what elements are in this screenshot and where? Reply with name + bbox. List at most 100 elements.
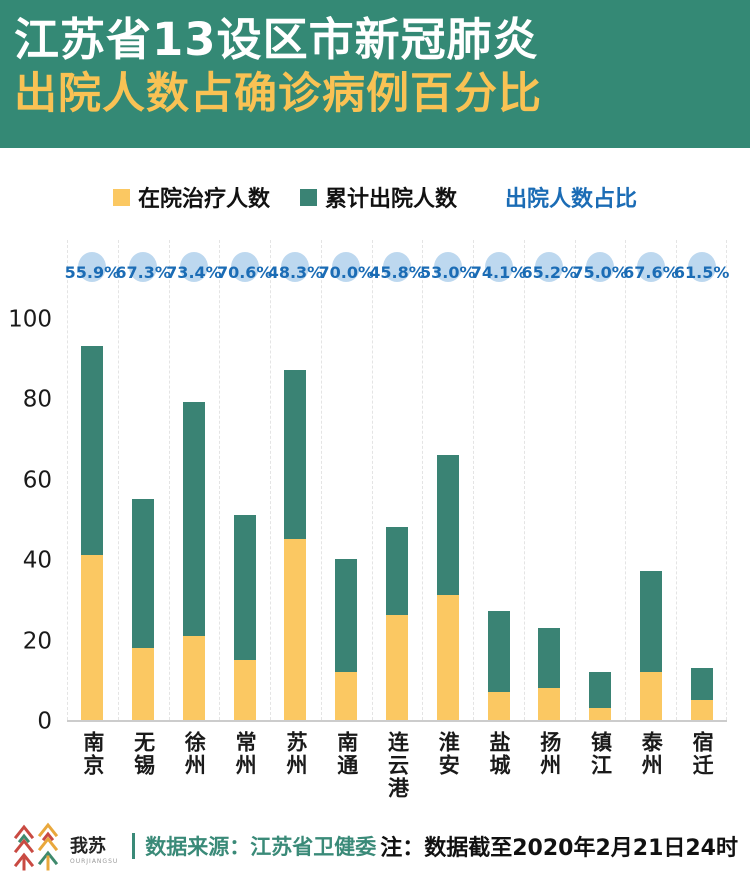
x-category-cell: 苏州 <box>270 731 321 811</box>
x-category-label: 南京 <box>80 731 105 777</box>
x-category-label: 淮安 <box>436 731 461 777</box>
inpatient-segment <box>639 671 662 720</box>
ratio-value-text: 70.6% <box>216 262 273 282</box>
vertical-gridline <box>371 240 373 720</box>
y-tick-label: 60 <box>22 467 52 494</box>
stacked-bar-12 <box>639 571 662 720</box>
legend-item-inpatient: 在院治疗人数 <box>112 181 270 213</box>
stacked-bar-7 <box>386 527 408 720</box>
x-category-label: 徐州 <box>182 731 207 777</box>
x-category-label: 镇江 <box>588 731 613 777</box>
inpatient-segment <box>386 615 408 720</box>
inpatient-segment <box>284 539 307 720</box>
x-category-label: 无锡 <box>131 731 156 777</box>
data-cutoff-note: 注：数据截至2020年2月21日24时 <box>380 836 738 861</box>
ratio-highlight-circle <box>636 252 665 282</box>
stacked-bar-2 <box>132 498 155 720</box>
inpatient-segment <box>182 635 205 720</box>
ratio-value-text: 75.0% <box>572 262 628 282</box>
ratio-value-text: 70.0% <box>318 262 374 282</box>
x-category-cell: 泰州 <box>625 731 676 811</box>
x-category-label: 盐城 <box>487 731 511 777</box>
chart-title-line2: 出院人数占确诊病例百分比 <box>14 68 542 119</box>
discharged-segment <box>589 671 612 708</box>
ratio-highlight-circle <box>433 252 462 282</box>
x-category-cell: 淮安 <box>422 731 473 811</box>
ratio-highlight-circle <box>281 252 310 282</box>
ratio-value-text: 53.0% <box>420 262 476 282</box>
ratio-highlight-circle <box>78 252 107 282</box>
x-category-label: 宿迁 <box>690 731 715 777</box>
inpatient-swatch-icon <box>112 188 130 206</box>
stacked-bar-9 <box>487 611 510 720</box>
vertical-gridline <box>625 240 627 720</box>
discharged-segment <box>81 346 104 556</box>
x-category-cell: 南通 <box>321 731 372 811</box>
stacked-bar-3 <box>182 402 205 720</box>
stacked-bar-10 <box>538 627 561 720</box>
x-category-label: 扬州 <box>537 731 562 777</box>
ratio-value-text: 55.9% <box>64 262 121 282</box>
x-category-label: 南通 <box>334 731 359 777</box>
inpatient-segment <box>487 691 510 720</box>
vertical-gridline <box>117 240 119 720</box>
oursu-logo: 我苏 OURJIANGSU <box>12 821 118 871</box>
logo-en-text: OURJIANGSU <box>70 858 119 865</box>
legend-item-discharged: 累计出院人数 <box>299 181 457 213</box>
header-banner: 江苏省13设区市新冠肺炎 出院人数占确诊病例百分比 <box>0 0 750 148</box>
stacked-bar-11 <box>589 671 612 720</box>
x-category-label: 泰州 <box>639 731 664 777</box>
vertical-gridline <box>67 240 68 720</box>
discharged-segment <box>639 571 662 672</box>
ratio-value-text: 48.3% <box>267 262 324 282</box>
vertical-gridline <box>726 240 727 720</box>
ratio-value-text: 74.1% <box>470 262 527 282</box>
ratio-highlight-circle <box>129 252 158 282</box>
x-category-cell: 常州 <box>219 731 270 811</box>
ratio-highlight-circle <box>230 252 259 282</box>
ratio-value-text: 61.5% <box>673 262 730 282</box>
inpatient-segment <box>589 707 612 720</box>
source-separator <box>132 833 136 859</box>
vertical-gridline <box>320 240 322 720</box>
stacked-bar-4 <box>233 514 256 720</box>
inpatient-segment <box>436 595 459 720</box>
vertical-gridline <box>422 240 424 720</box>
vertical-gridline <box>219 240 221 720</box>
oursu-logo-icon <box>13 822 59 871</box>
discharged-segment <box>436 454 459 596</box>
x-category-cell: 无锡 <box>118 731 169 811</box>
discharged-segment <box>182 402 205 636</box>
inpatient-segment <box>335 671 358 720</box>
discharged-swatch-icon <box>299 188 317 206</box>
legend-ratio-label: 出院人数占比 <box>505 187 638 212</box>
vertical-gridline <box>168 240 170 720</box>
inpatient-segment <box>132 647 155 720</box>
inpatient-segment <box>81 555 104 720</box>
x-category-cell: 徐州 <box>169 731 220 811</box>
discharged-segment <box>335 559 358 672</box>
ratio-highlight-circle <box>179 252 208 282</box>
x-category-cell: 连云港 <box>372 731 423 811</box>
x-category-cell: 南京 <box>67 731 118 811</box>
y-tick-label: 20 <box>22 628 52 655</box>
discharged-segment <box>132 498 155 648</box>
stacked-bar-6 <box>335 559 358 720</box>
ratio-highlight-circle <box>586 252 615 282</box>
ratio-highlight-circle <box>687 252 716 282</box>
y-tick-label: 80 <box>22 386 52 413</box>
ratio-highlight-circle <box>332 252 361 282</box>
y-tick-label: 100 <box>8 306 52 333</box>
vertical-gridline <box>574 240 576 720</box>
y-tick-label: 0 <box>37 708 52 735</box>
inpatient-segment <box>690 699 713 720</box>
discharged-segment <box>386 527 408 616</box>
discharged-segment <box>487 611 510 692</box>
discharged-segment <box>690 667 713 700</box>
chart-area: 55.9% 67.3% 73.4% 70.6% 48.3% 70.0% 45.8% 53.0%… <box>0 240 750 733</box>
stacked-bar-8 <box>436 454 459 720</box>
inpatient-segment <box>538 687 561 720</box>
legend-discharged-label: 累计出院人数 <box>324 187 457 212</box>
ratio-value-text: 45.8% <box>369 262 425 282</box>
x-category-cell: 盐城 <box>473 731 524 811</box>
